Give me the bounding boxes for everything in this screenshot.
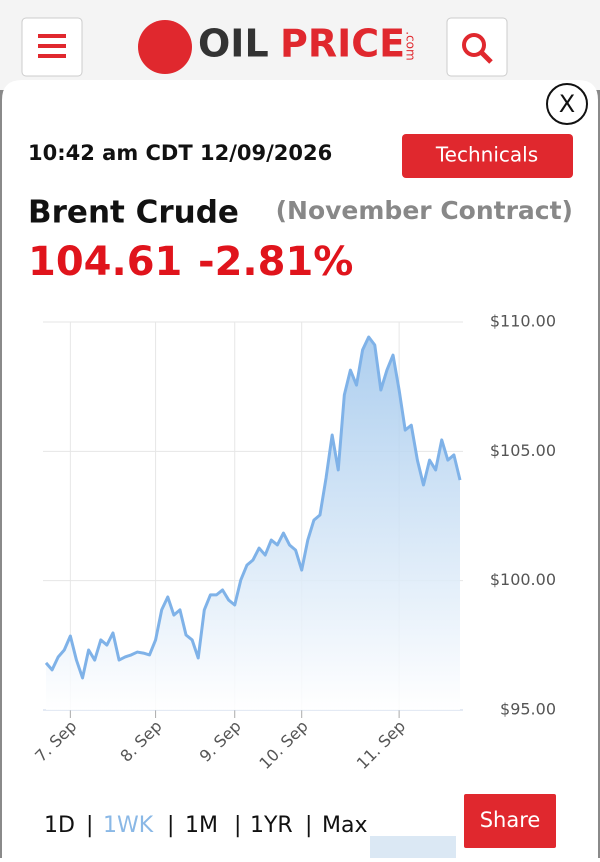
range-option[interactable]: 1YR — [250, 813, 293, 838]
line — [44, 335, 462, 680]
area — [46, 337, 460, 710]
technicals-label[interactable]: Technicals — [435, 143, 538, 167]
share-button[interactable] — [464, 794, 556, 848]
y-tick-label: $110.00 — [490, 312, 556, 331]
logo-icon — [138, 20, 192, 74]
menu-icon — [38, 34, 66, 58]
bottom-tab — [370, 836, 456, 858]
range-option[interactable]: 1D — [44, 813, 75, 838]
change: -2.81% — [198, 239, 353, 285]
price: 104.61 — [28, 239, 182, 285]
share-label[interactable]: Share — [480, 808, 541, 832]
range-separator: | — [305, 813, 312, 838]
logo-right: PRICE — [280, 22, 405, 66]
timestamp: 10:42 am CDT 12/09/2026 — [28, 141, 332, 165]
close-label[interactable]: X — [559, 90, 575, 118]
search-icon-handle — [479, 50, 493, 64]
range-separator: | — [86, 813, 93, 838]
contract: (November Contract) — [276, 196, 573, 225]
range-separator: | — [234, 813, 241, 838]
y-tick-label: $100.00 — [490, 570, 556, 589]
close-button[interactable] — [546, 83, 588, 125]
logo-left: OIL — [198, 22, 269, 66]
range-option[interactable]: 1M — [185, 813, 218, 838]
logo-suffix: .com — [404, 31, 418, 60]
y-tick-label: $95.00 — [500, 700, 556, 719]
search-icon — [462, 33, 486, 57]
range-selector: 1D | 1WK | 1M | 1YR | Max — [44, 813, 367, 838]
search-button[interactable] — [446, 17, 508, 77]
range-option[interactable]: Max — [322, 813, 367, 838]
range-option[interactable]: 1WK — [103, 813, 154, 838]
range-separator: | — [167, 813, 174, 838]
instrument-name: Brent Crude — [28, 195, 239, 231]
y-tick-label: $105.00 — [490, 441, 556, 460]
technicals-button[interactable] — [402, 134, 573, 178]
